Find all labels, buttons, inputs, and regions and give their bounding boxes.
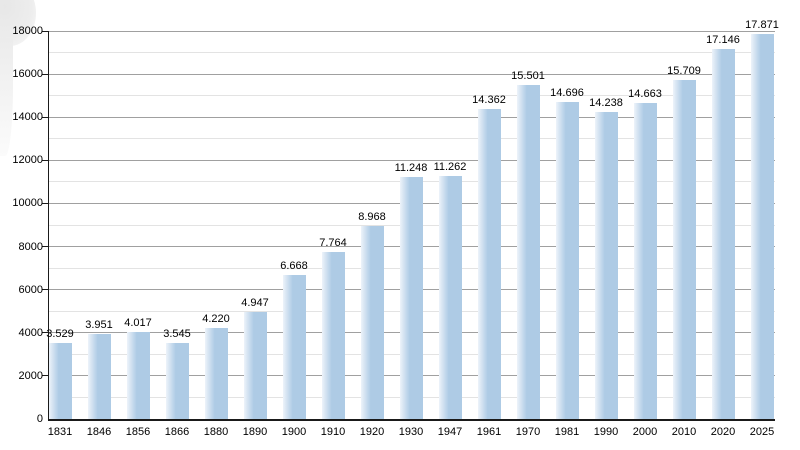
y-tick-label: 6000 <box>18 283 43 296</box>
bar-value-label: 14.696 <box>550 87 584 100</box>
y-axis-tick <box>42 289 48 291</box>
bar <box>360 225 384 419</box>
bar-value-label: 14.663 <box>628 87 662 100</box>
y-axis-tick <box>42 202 48 204</box>
bar <box>516 84 540 419</box>
major-gridline <box>49 116 775 118</box>
minor-gridline <box>49 95 775 97</box>
bar-value-label: 14.238 <box>589 97 623 110</box>
bar <box>477 109 501 419</box>
y-tick-label: 12000 <box>12 154 43 167</box>
minor-gridline <box>49 52 775 54</box>
y-axis-tick <box>42 73 48 75</box>
y-tick-label: 10000 <box>12 197 43 210</box>
y-axis-tick <box>42 159 48 161</box>
bar-value-label: 15.709 <box>667 65 701 78</box>
x-tick-label: 1981 <box>554 426 580 438</box>
y-tick-label: 18000 <box>12 25 43 37</box>
x-tick-label: 2000 <box>632 426 658 438</box>
corner-watermark-fade <box>0 38 13 156</box>
x-tick-label: 1947 <box>437 426 463 438</box>
minor-gridline <box>49 138 775 140</box>
bar <box>594 112 618 419</box>
bar-value-label: 3.951 <box>85 318 113 331</box>
bar-value-label: 3.529 <box>46 327 74 340</box>
y-tick-label: 2000 <box>18 369 43 382</box>
x-tick-label: 1990 <box>593 426 619 438</box>
x-tick-label: 1970 <box>515 426 541 438</box>
major-gridline <box>49 30 775 32</box>
x-tick-label: 2025 <box>749 426 775 438</box>
x-tick-label: 1930 <box>398 426 424 438</box>
x-tick-label: 1846 <box>86 426 112 438</box>
y-tick-label: 14000 <box>12 111 43 124</box>
bar <box>243 312 267 419</box>
bar-value-label: 3.545 <box>163 327 191 340</box>
bar-value-label: 8.968 <box>358 210 386 223</box>
bar-value-label: 11.248 <box>394 161 428 174</box>
x-tick-label: 1890 <box>242 426 268 438</box>
y-axis-tick <box>42 246 48 248</box>
bar-value-label: 17.871 <box>745 18 779 31</box>
y-axis-tick <box>42 375 48 377</box>
bar-value-label: 4.017 <box>124 317 152 330</box>
bar <box>165 342 189 419</box>
x-tick-label: 1910 <box>320 426 346 438</box>
major-gridline <box>49 159 775 161</box>
y-axis-tick <box>42 116 48 118</box>
y-tick-label: 0 <box>36 413 43 425</box>
bar <box>126 332 150 419</box>
bar <box>204 328 228 419</box>
x-tick-label: 1920 <box>359 426 385 438</box>
bar <box>438 176 462 419</box>
bar <box>633 102 657 419</box>
x-tick-label: 1880 <box>203 426 229 438</box>
x-tick-label: 2020 <box>710 426 736 438</box>
y-axis-tick <box>42 30 48 32</box>
y-tick-label: 8000 <box>18 240 43 253</box>
bar-value-label: 7.764 <box>319 236 347 249</box>
bar-value-label: 14.362 <box>472 94 506 107</box>
bar <box>321 251 345 419</box>
bar-value-label: 15.501 <box>511 69 545 82</box>
bar <box>48 342 72 419</box>
bar <box>711 49 735 419</box>
bar <box>750 33 774 419</box>
x-tick-label: 1831 <box>47 426 73 438</box>
x-axis-line <box>48 419 775 421</box>
x-tick-label: 1856 <box>125 426 151 438</box>
bar-value-label: 17.146 <box>706 34 740 47</box>
y-axis-tick <box>42 332 48 334</box>
major-gridline <box>49 73 775 75</box>
bar <box>399 176 423 419</box>
y-axis-line <box>48 31 49 420</box>
bar-value-label: 4.947 <box>241 297 269 310</box>
bar <box>87 333 111 419</box>
x-tick-label: 1866 <box>164 426 190 438</box>
bar-value-label: 11.262 <box>433 161 467 174</box>
x-tick-label: 2010 <box>671 426 697 438</box>
x-tick-label: 1900 <box>281 426 307 438</box>
bar <box>282 275 306 419</box>
bar-value-label: 4.220 <box>202 313 230 326</box>
x-tick-label: 1961 <box>476 426 502 438</box>
bar-value-label: 6.668 <box>280 260 308 273</box>
y-tick-label: 16000 <box>12 68 43 81</box>
bar <box>672 80 696 419</box>
y-tick-label: 4000 <box>18 326 43 339</box>
bar <box>555 102 579 419</box>
